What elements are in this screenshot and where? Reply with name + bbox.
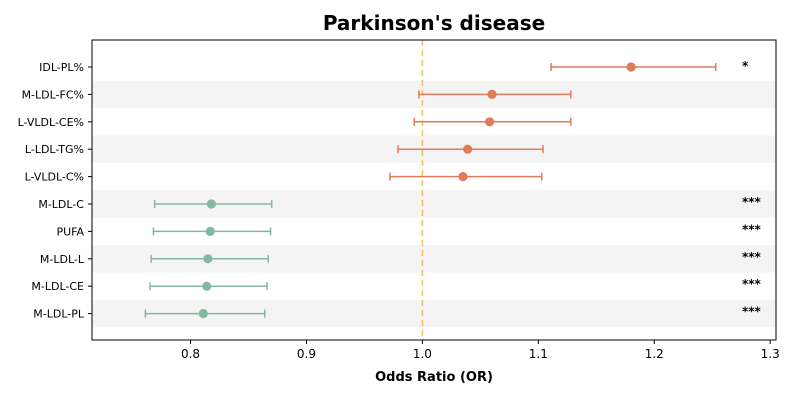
significance-label: *** [742,195,762,209]
or-point [202,281,212,291]
or-point [206,199,217,209]
or-point [463,144,473,154]
forest-row [418,89,572,99]
or-point [458,172,468,182]
forest-row: *** [152,222,762,236]
x-axis-label: Odds Ratio (OR) [375,370,493,385]
y-tick-label: PUFA [56,225,84,238]
significance-label: * [742,59,749,73]
plot-frame [91,39,777,341]
forest-row [413,117,572,127]
forest-row: * [550,59,749,73]
significance-label: *** [742,277,762,291]
or-point [205,226,215,236]
y-tick-label: L-VLDL-C% [25,171,84,184]
x-tick-label: 0.8 [181,347,200,361]
x-tick-label: 1.1 [529,347,548,361]
y-tick-label: M-LDL-C [38,198,84,211]
x-tick-label: 1.2 [645,347,664,361]
forest-row [397,144,544,154]
significance-label: *** [742,305,762,319]
y-tick-label: M-LDL-FC% [22,88,84,101]
forest-row [389,172,543,182]
y-tick-label: L-LDL-TG% [25,143,84,156]
y-tick-label: M-LDL-PL [33,308,85,321]
plot-rows: **************** [144,59,762,319]
y-tick-label: IDL-PL% [39,61,84,74]
x-tick-label: 1.0 [413,347,432,361]
or-point [626,62,636,72]
significance-label: *** [742,250,762,264]
x-tick-label: 0.9 [297,347,316,361]
or-point [198,309,208,319]
x-tick-label: 1.3 [761,347,780,361]
significance-label: *** [742,222,762,236]
x-axis: 0.8 0.9 1.0 1.1 1.2 1.3 [181,340,780,361]
forest-row: *** [144,305,762,319]
y-tick-label: L-VLDL-CE% [18,116,84,129]
or-point [487,89,497,99]
forest-row: *** [150,250,762,264]
chart-title: Parkinson's disease [323,11,545,35]
y-axis: IDL-PL% M-LDL-FC% L-VLDL-CE% L-LDL-TG% L-VLD… [18,61,92,321]
or-point [485,117,495,127]
y-tick-label: M-LDL-CE [31,280,84,293]
or-point [203,254,213,264]
forest-row: *** [153,195,762,209]
y-tick-label: M-LDL-L [40,253,85,266]
forest-row: *** [149,277,762,291]
